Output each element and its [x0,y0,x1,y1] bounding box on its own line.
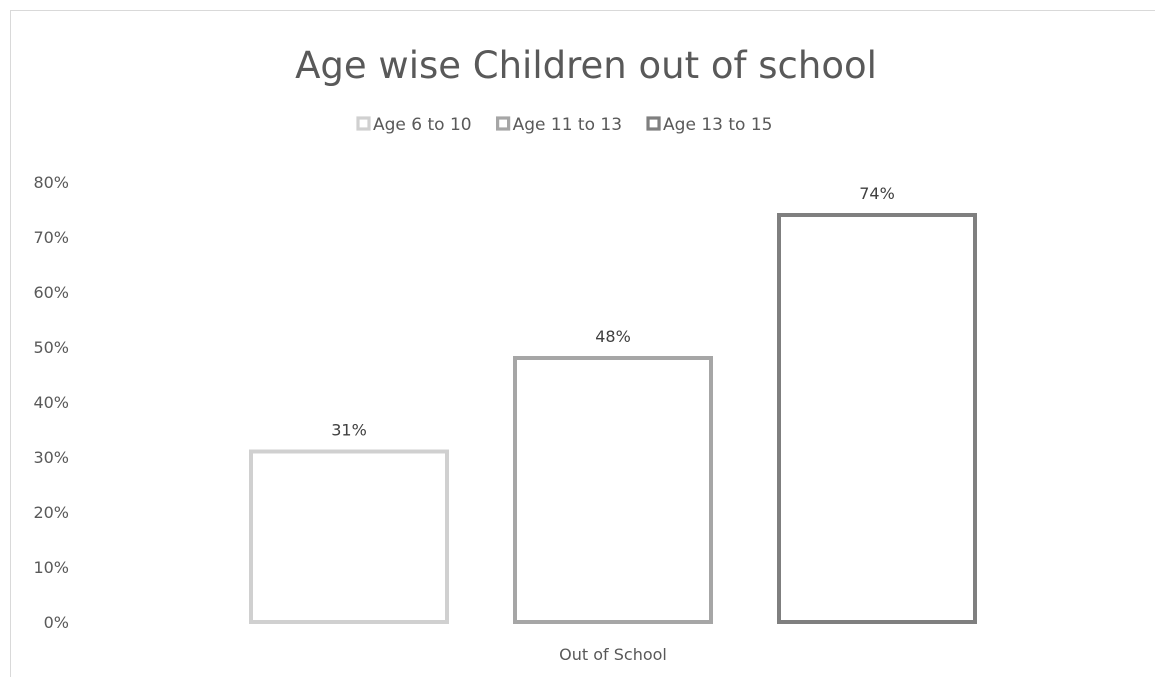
y-tick-label: 60% [33,283,69,302]
y-tick-label: 80% [33,173,69,192]
y-tick-label: 20% [33,503,69,522]
legend-swatch [356,116,371,131]
data-label: 74% [859,184,895,203]
data-labels: 31% 48% 74% [331,184,895,440]
bar [513,356,713,624]
y-axis-ticks: 0% 10% 20% 30% 40% 50% 60% 70% 80% [33,173,69,632]
y-tick-label: 70% [33,228,69,247]
legend-label: Age 6 to 10 [373,115,472,135]
bar [249,449,449,624]
y-tick-label: 50% [33,338,69,357]
data-label: 31% [331,421,367,440]
bar [777,213,977,624]
y-tick-label: 0% [44,613,69,632]
legend: Age 6 to 10 Age 11 to 13 Age 13 to 15 [356,115,772,135]
chart-title: Age wise Children out of school [295,44,877,87]
y-tick-label: 10% [33,558,69,577]
y-tick-label: 40% [33,393,69,412]
bars [249,213,977,624]
category-label: Out of School [559,645,667,664]
y-tick-label: 30% [33,448,69,467]
legend-swatch [646,116,661,131]
data-label: 48% [595,327,631,346]
chart-frame [10,10,1155,677]
legend-swatch [496,116,511,131]
legend-label: Age 13 to 15 [663,115,772,135]
legend-label: Age 11 to 13 [513,115,622,135]
